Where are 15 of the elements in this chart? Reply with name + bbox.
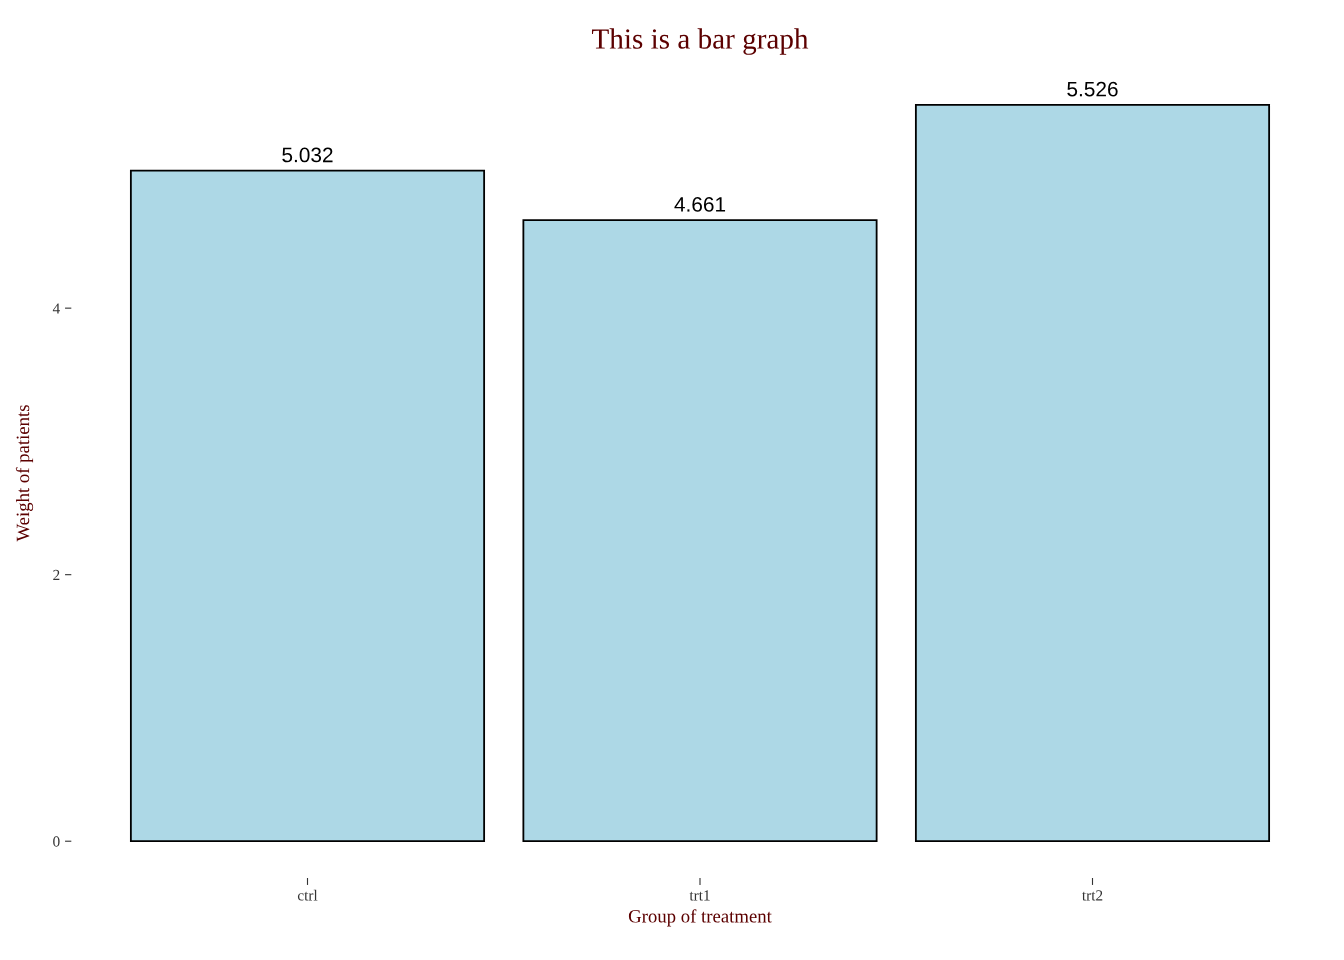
x-axis-title: Group of treatment — [628, 909, 772, 927]
bar — [914, 103, 1271, 843]
data-label: 4.661 — [674, 197, 726, 212]
bar — [522, 219, 878, 843]
data-label: 5.032 — [282, 147, 333, 163]
y-axis-title: Weight of patients — [15, 405, 34, 542]
x-tick-label: trt1 — [689, 890, 710, 901]
x-tick-label: trt2 — [1082, 890, 1103, 901]
y-tick-label: 0 — [53, 836, 60, 847]
bar — [129, 169, 486, 843]
x-tick-label: ctrl — [297, 889, 318, 901]
y-tick-label: 2 — [53, 569, 60, 580]
y-tick-label: 4 — [52, 303, 60, 314]
data-label: 5.526 — [1067, 81, 1118, 97]
chart-title: This is a bar graph — [591, 28, 809, 55]
